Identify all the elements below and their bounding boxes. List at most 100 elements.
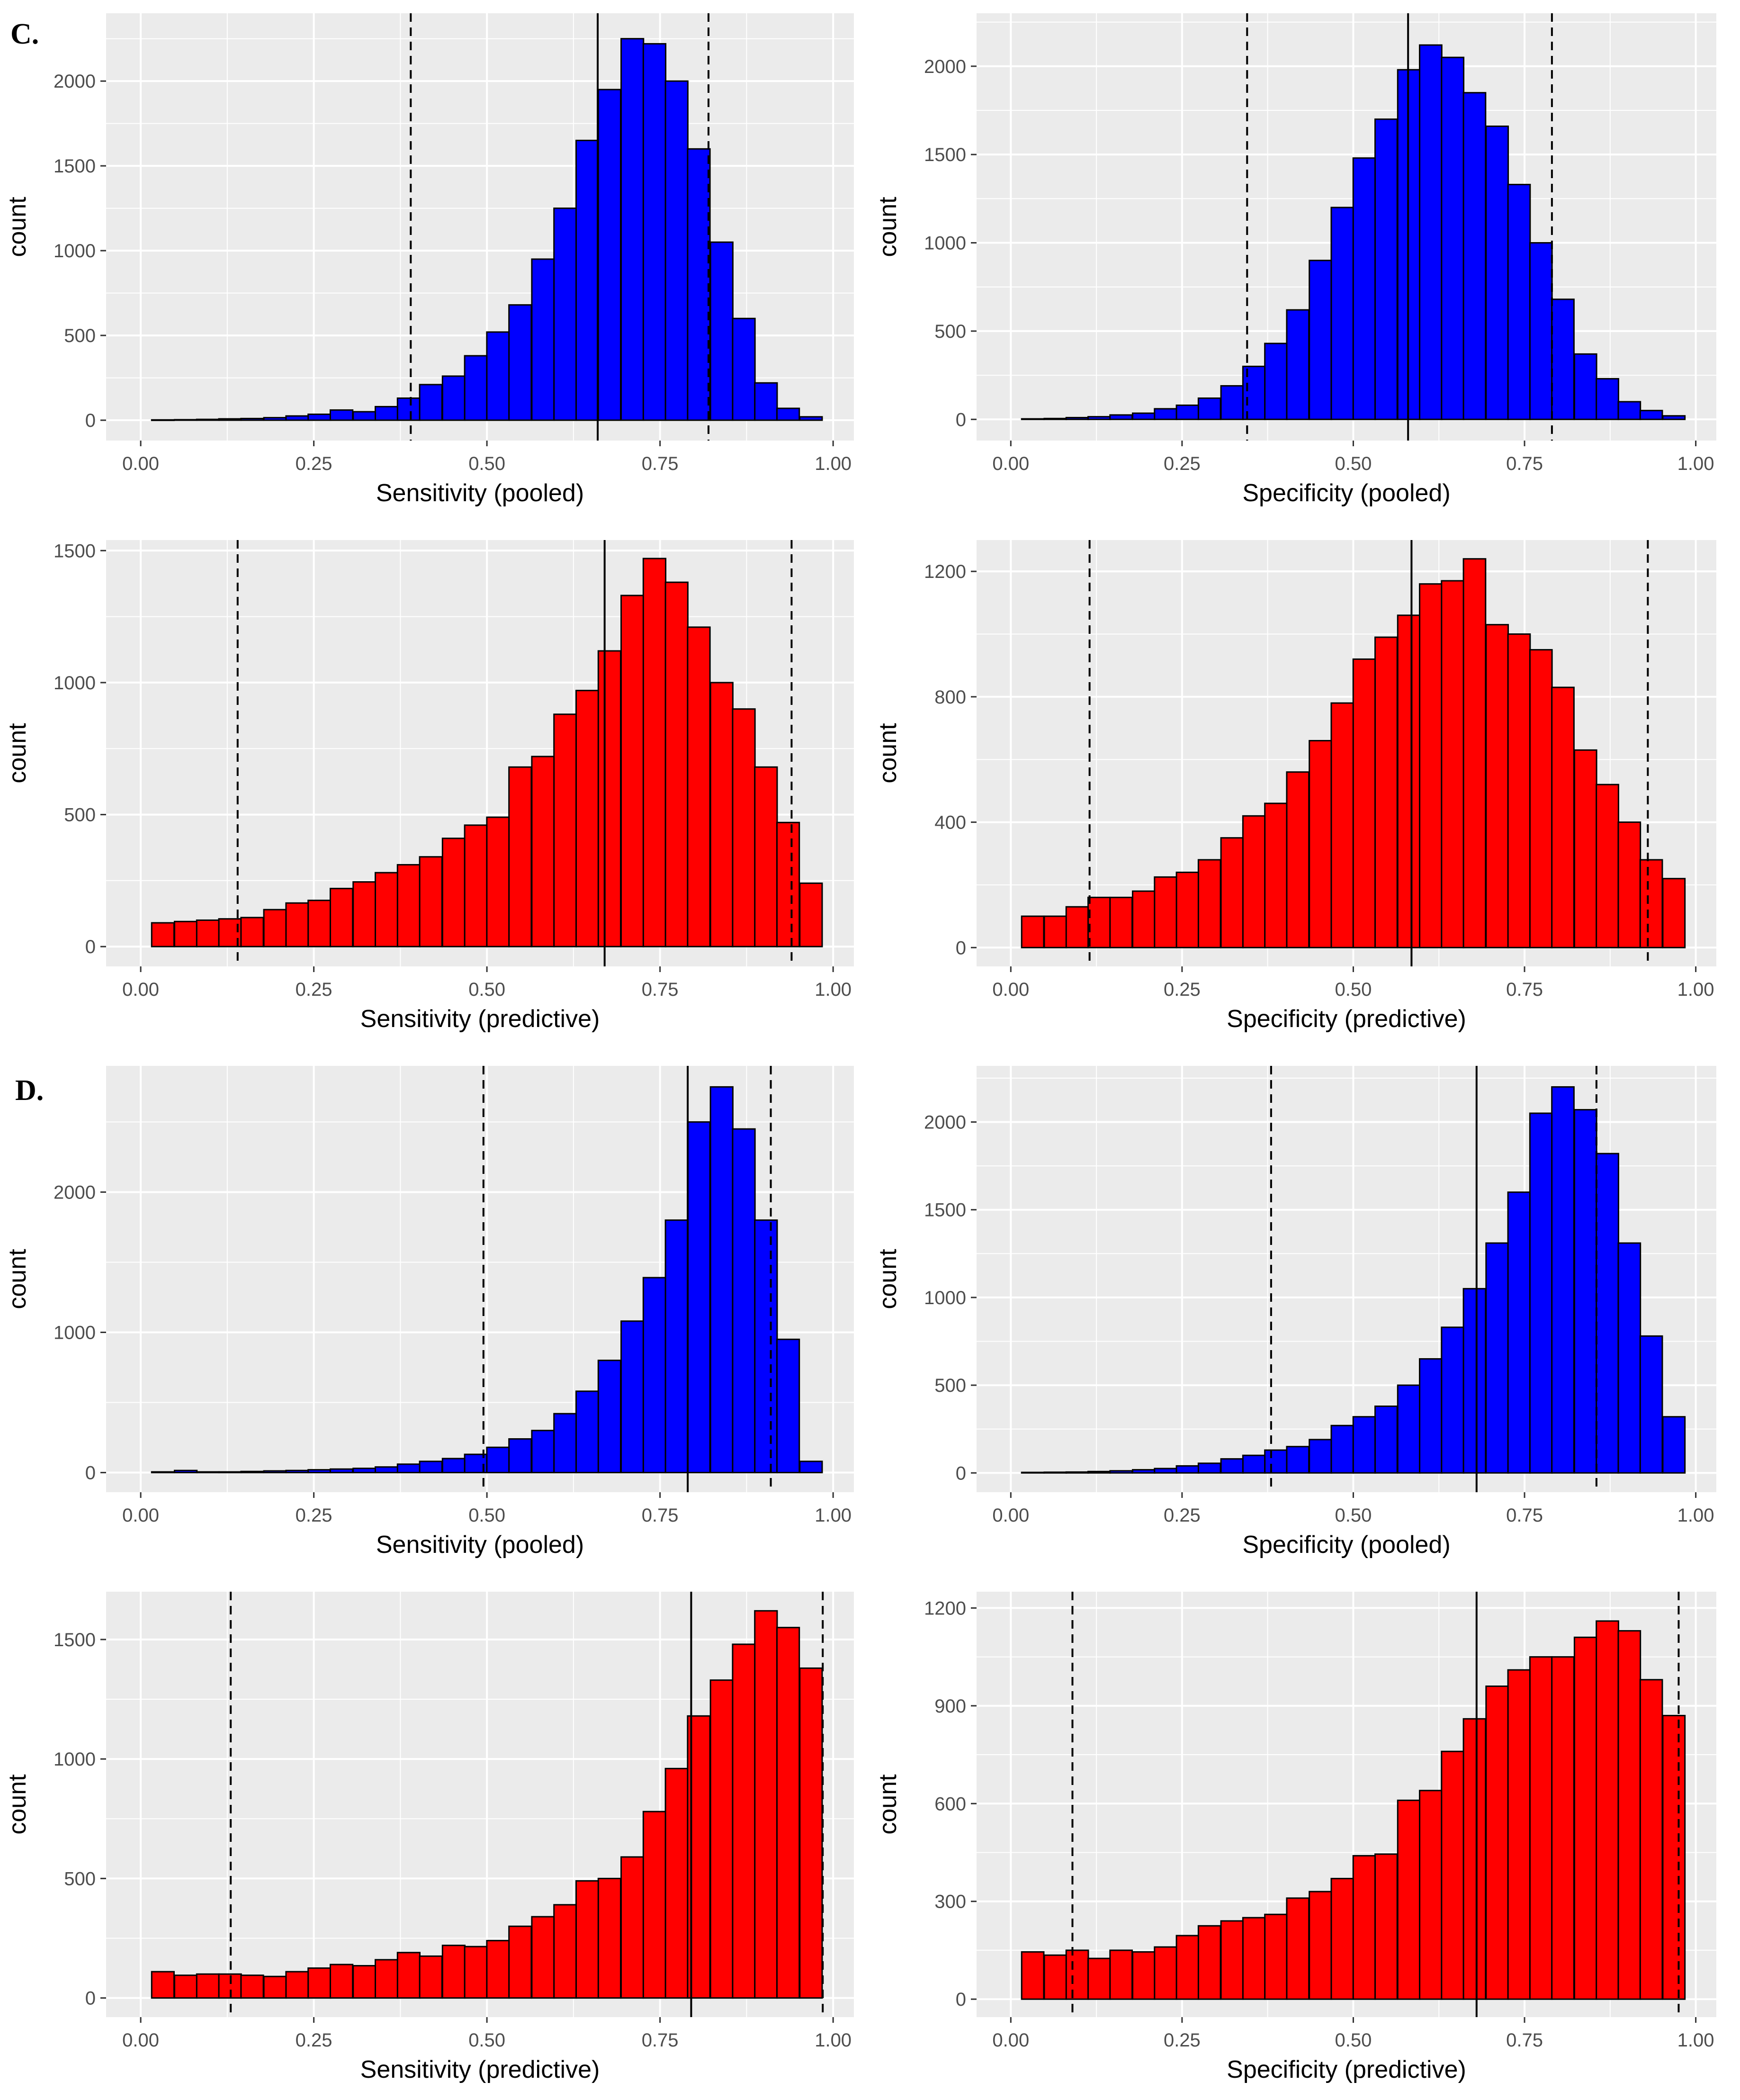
histogram-panel-2: 0.00 0.25 0.50 0.75 1.00 0 500 1000 1500 2000 Spec… bbox=[874, 13, 1716, 507]
histogram-bar bbox=[1441, 580, 1465, 948]
histogram-bar bbox=[597, 1877, 622, 1999]
histogram-bar bbox=[464, 355, 488, 421]
histogram-bar bbox=[329, 888, 354, 947]
x-tick-label: 0.50 bbox=[468, 1505, 505, 1526]
x-tick-label: 0.25 bbox=[1164, 1505, 1201, 1526]
histogram-bar bbox=[1662, 1416, 1686, 1474]
histogram-bar bbox=[441, 1945, 466, 1999]
histogram-bar bbox=[754, 1219, 778, 1474]
histogram-bar bbox=[1596, 784, 1619, 948]
histogram-bar bbox=[1264, 802, 1288, 948]
histogram-bar bbox=[1175, 404, 1200, 420]
x-tick-label: 1.00 bbox=[815, 2030, 852, 2051]
histogram-bar bbox=[732, 1128, 756, 1474]
histogram-bar bbox=[1264, 1449, 1288, 1474]
histogram-bar bbox=[1043, 1954, 1067, 2000]
histogram-bar bbox=[240, 1470, 264, 1474]
histogram-bar bbox=[1309, 1891, 1332, 2000]
histogram-bar bbox=[375, 1466, 399, 1474]
histogram-bar bbox=[396, 1952, 421, 1999]
histogram-bar bbox=[687, 626, 711, 947]
histogram-bar bbox=[1419, 44, 1443, 420]
histogram-bar bbox=[396, 397, 421, 421]
histogram-bar bbox=[329, 1964, 354, 1999]
histogram-bar bbox=[1639, 410, 1663, 420]
histogram-bar bbox=[1374, 636, 1398, 948]
histogram-bar bbox=[1309, 740, 1332, 948]
histogram-bar bbox=[531, 258, 555, 421]
y-tick-label: 2000 bbox=[54, 71, 96, 92]
y-tick-label: 1500 bbox=[924, 1200, 966, 1221]
histogram-bar bbox=[1441, 56, 1465, 420]
y-tick-label: 800 bbox=[934, 687, 966, 708]
histogram-bar bbox=[642, 43, 667, 421]
histogram-bar bbox=[1087, 1957, 1111, 2000]
histogram-bar bbox=[1109, 1949, 1133, 2000]
histogram-bar bbox=[1617, 1630, 1641, 2000]
y-tick-label: 0 bbox=[956, 1989, 966, 2010]
histogram-bar bbox=[709, 682, 734, 947]
x-tick-label: 0.25 bbox=[1164, 979, 1201, 1000]
histogram-bar bbox=[553, 713, 577, 947]
histogram-bar bbox=[441, 375, 466, 421]
histogram-bar bbox=[575, 1880, 600, 1999]
histogram-panel-3: 0.00 0.25 0.50 0.75 1.00 0 500 1000 1500 Sensitiv… bbox=[4, 540, 854, 1033]
y-tick-label: 500 bbox=[64, 1868, 96, 1889]
histogram-bar bbox=[1132, 1951, 1156, 2000]
histogram-bar bbox=[1197, 1925, 1221, 2000]
histogram-bar bbox=[151, 922, 175, 947]
histogram-bar bbox=[352, 881, 377, 947]
histogram-bar bbox=[1286, 771, 1310, 948]
histogram-bar bbox=[1419, 1790, 1443, 2000]
y-tick-label: 1200 bbox=[924, 561, 966, 582]
histogram-bar bbox=[464, 824, 488, 947]
histogram-bar bbox=[776, 1338, 800, 1474]
histogram-bar bbox=[1352, 157, 1376, 420]
histogram-bar bbox=[642, 558, 667, 947]
histogram-bar bbox=[1065, 1471, 1089, 1474]
histogram-bar bbox=[419, 1955, 443, 1999]
histogram-bar bbox=[1419, 583, 1443, 948]
histogram-bar bbox=[1419, 1358, 1443, 1474]
histogram-bar bbox=[307, 1469, 332, 1474]
histogram-bar bbox=[1021, 1951, 1045, 2000]
y-tick-label: 2000 bbox=[924, 1112, 966, 1133]
histogram-bar bbox=[1529, 242, 1553, 420]
histogram-bar bbox=[263, 417, 287, 421]
histogram-bar bbox=[285, 1469, 309, 1474]
histogram-bar bbox=[329, 409, 354, 421]
histogram-bar bbox=[375, 872, 399, 947]
histogram-bar bbox=[597, 89, 622, 421]
histogram-bar bbox=[1617, 1242, 1641, 1474]
histogram-bar bbox=[1596, 1153, 1619, 1474]
y-tick-label: 900 bbox=[934, 1696, 966, 1717]
histogram-bar bbox=[1374, 1853, 1398, 2000]
histogram-bar bbox=[1154, 1946, 1178, 2000]
histogram-bar bbox=[754, 382, 778, 421]
histogram-bar bbox=[1242, 1454, 1266, 1474]
histogram-bar bbox=[1441, 1326, 1465, 1474]
histogram-bar bbox=[174, 1469, 198, 1474]
histogram-bar bbox=[1286, 1446, 1310, 1474]
histogram-bar bbox=[1175, 871, 1200, 948]
histogram-bar bbox=[664, 80, 689, 421]
histogram-bar bbox=[1507, 1191, 1531, 1474]
histogram-bar bbox=[1154, 408, 1178, 420]
histogram-bar bbox=[240, 917, 264, 947]
histogram-bar bbox=[508, 1438, 532, 1474]
histogram-bar bbox=[1087, 416, 1111, 420]
histogram-bar bbox=[1242, 1917, 1266, 2000]
x-tick-label: 1.00 bbox=[815, 979, 852, 1000]
histogram-bar bbox=[419, 1460, 443, 1474]
histogram-bar bbox=[1286, 1897, 1310, 2000]
histogram-bar bbox=[575, 690, 600, 947]
histogram-bar bbox=[1352, 658, 1376, 948]
histogram-bar bbox=[1573, 1109, 1597, 1474]
histogram-bar bbox=[1551, 1656, 1575, 2000]
histogram-bar bbox=[1175, 1935, 1200, 2000]
x-tick-label: 0.50 bbox=[1335, 1505, 1372, 1526]
histogram-bar bbox=[732, 1643, 756, 1999]
histogram-bar bbox=[1021, 1471, 1045, 1474]
histogram-bar bbox=[1485, 624, 1509, 948]
histogram-bar bbox=[1065, 417, 1089, 420]
